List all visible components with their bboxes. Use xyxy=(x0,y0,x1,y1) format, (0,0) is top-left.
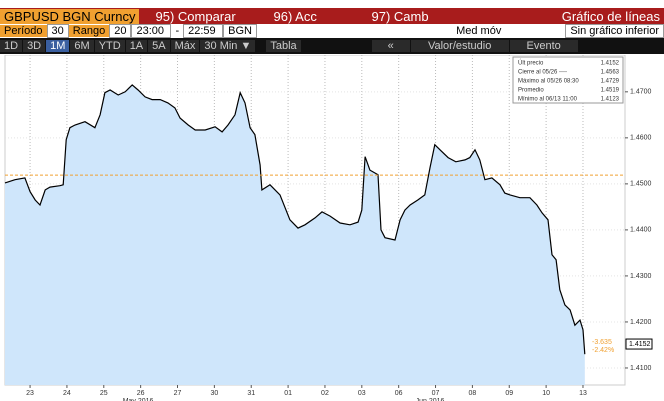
legend-label: Cierre al 05/26 ---- xyxy=(518,70,567,76)
legend-value: 1.4123 xyxy=(601,97,620,103)
legend-value: 1.4519 xyxy=(601,88,620,94)
x-tick-label: 10 xyxy=(542,390,550,397)
dash: - xyxy=(175,25,180,37)
moving-avg[interactable]: Med móv xyxy=(456,25,502,37)
range-button[interactable]: 1M xyxy=(46,40,70,52)
month-label: Jun 2016 xyxy=(416,398,445,401)
legend-box xyxy=(512,56,624,104)
annotation: -2.42% xyxy=(592,347,614,354)
legend-value: 1.4563 xyxy=(601,70,620,76)
y-tick-label: 1.4600 xyxy=(630,135,652,142)
time-from[interactable]: 23:00 xyxy=(131,24,172,38)
y-tick-label: 1.4100 xyxy=(630,365,652,372)
legend-label: Últ precio xyxy=(518,60,544,67)
x-tick-label: 31 xyxy=(247,390,255,397)
y-tick-label: 1.4200 xyxy=(630,319,652,326)
range-button[interactable]: YTD xyxy=(94,40,125,52)
actions[interactable]: 96) Acc xyxy=(273,8,317,24)
range[interactable]: 20 xyxy=(109,24,132,38)
legend-label: Promedio xyxy=(518,88,544,94)
period-label: Período xyxy=(0,25,47,37)
settings-bar: Período 30 Rango 20 23:00 - 22:59 BGN Me… xyxy=(0,24,664,38)
event[interactable]: Evento xyxy=(509,40,578,52)
range-button[interactable]: 1A xyxy=(125,40,148,52)
area xyxy=(5,84,585,386)
range-button[interactable]: 30 Min ▼ xyxy=(200,40,256,52)
x-tick-label: 03 xyxy=(358,390,366,397)
compare[interactable]: 95) Comparar xyxy=(155,8,236,24)
x-tick-label: 27 xyxy=(174,390,182,397)
range-button[interactable]: 6M xyxy=(70,40,94,52)
range-button[interactable]: 5A xyxy=(148,40,170,52)
x-tick-label: 06 xyxy=(395,390,403,397)
y-tick-label: 1.4300 xyxy=(630,273,652,280)
annotation: -3.635 xyxy=(592,339,612,346)
x-tick-label: 23 xyxy=(26,390,34,397)
chart: 1.4100 1.4200 1.4300 1.4400 1.4500 1.4600 1.47… xyxy=(4,55,653,401)
range-label: Rango xyxy=(68,25,110,37)
lower-chart[interactable]: Sin gráfico inferior xyxy=(565,24,664,38)
last-price-label: 1.4152 xyxy=(629,341,651,348)
range-buttons: 1D 3D 1M 6M YTD 1A 5A Máx 30 Min ▼ xyxy=(0,40,256,52)
table[interactable]: Tabla xyxy=(266,40,301,52)
x-tick-label: 13 xyxy=(579,390,587,397)
range-bar: 1D 3D 1M 6M YTD 1A 5A Máx 30 Min ▼ Tabla « Valor… xyxy=(0,38,664,54)
range-button[interactable]: 1D xyxy=(0,40,23,52)
title-bar: GBPUSD BGN Curncy 95) Comparar 96) Acc 9… xyxy=(0,8,664,24)
change[interactable]: 97) Camb xyxy=(371,8,429,24)
x-tick-label: 08 xyxy=(468,390,476,397)
time-to[interactable]: 22:59 xyxy=(183,24,224,38)
range-button[interactable]: 3D xyxy=(23,40,46,52)
x-tick-label: 26 xyxy=(137,390,145,397)
ticker[interactable]: GBPUSD BGN Curncy xyxy=(0,8,140,24)
month-label: May 2016 xyxy=(123,398,154,401)
legend-value: 1.4729 xyxy=(601,79,620,85)
x-tick-label: 30 xyxy=(210,390,218,397)
legend-value: 1.4152 xyxy=(601,61,620,67)
chart-kind: Gráfico de líneas xyxy=(561,8,660,24)
y-tick-label: 1.4400 xyxy=(630,227,652,234)
last-price-box xyxy=(625,338,653,350)
legend-label: Máximo al 05/26 08:30 xyxy=(518,79,579,85)
x-tick-label: 07 xyxy=(432,390,440,397)
legend-label: Mínimo al 06/13 11:00 xyxy=(518,97,578,103)
x-tick-label: 09 xyxy=(505,390,513,397)
price-line xyxy=(4,84,586,355)
x-tick-label: 25 xyxy=(100,390,108,397)
x-tick-label: 01 xyxy=(284,390,292,397)
y-tick-label: 1.4500 xyxy=(630,181,652,188)
period[interactable]: 30 xyxy=(46,24,69,38)
x-tick-label: 02 xyxy=(321,390,329,397)
x-tick-label: 24 xyxy=(63,390,71,397)
back[interactable]: « xyxy=(371,40,410,52)
source[interactable]: BGN xyxy=(223,24,257,38)
y-tick-label: 1.4700 xyxy=(630,89,652,96)
range-button[interactable]: Máx xyxy=(170,40,200,52)
study[interactable]: Valor/estudio xyxy=(410,40,509,52)
